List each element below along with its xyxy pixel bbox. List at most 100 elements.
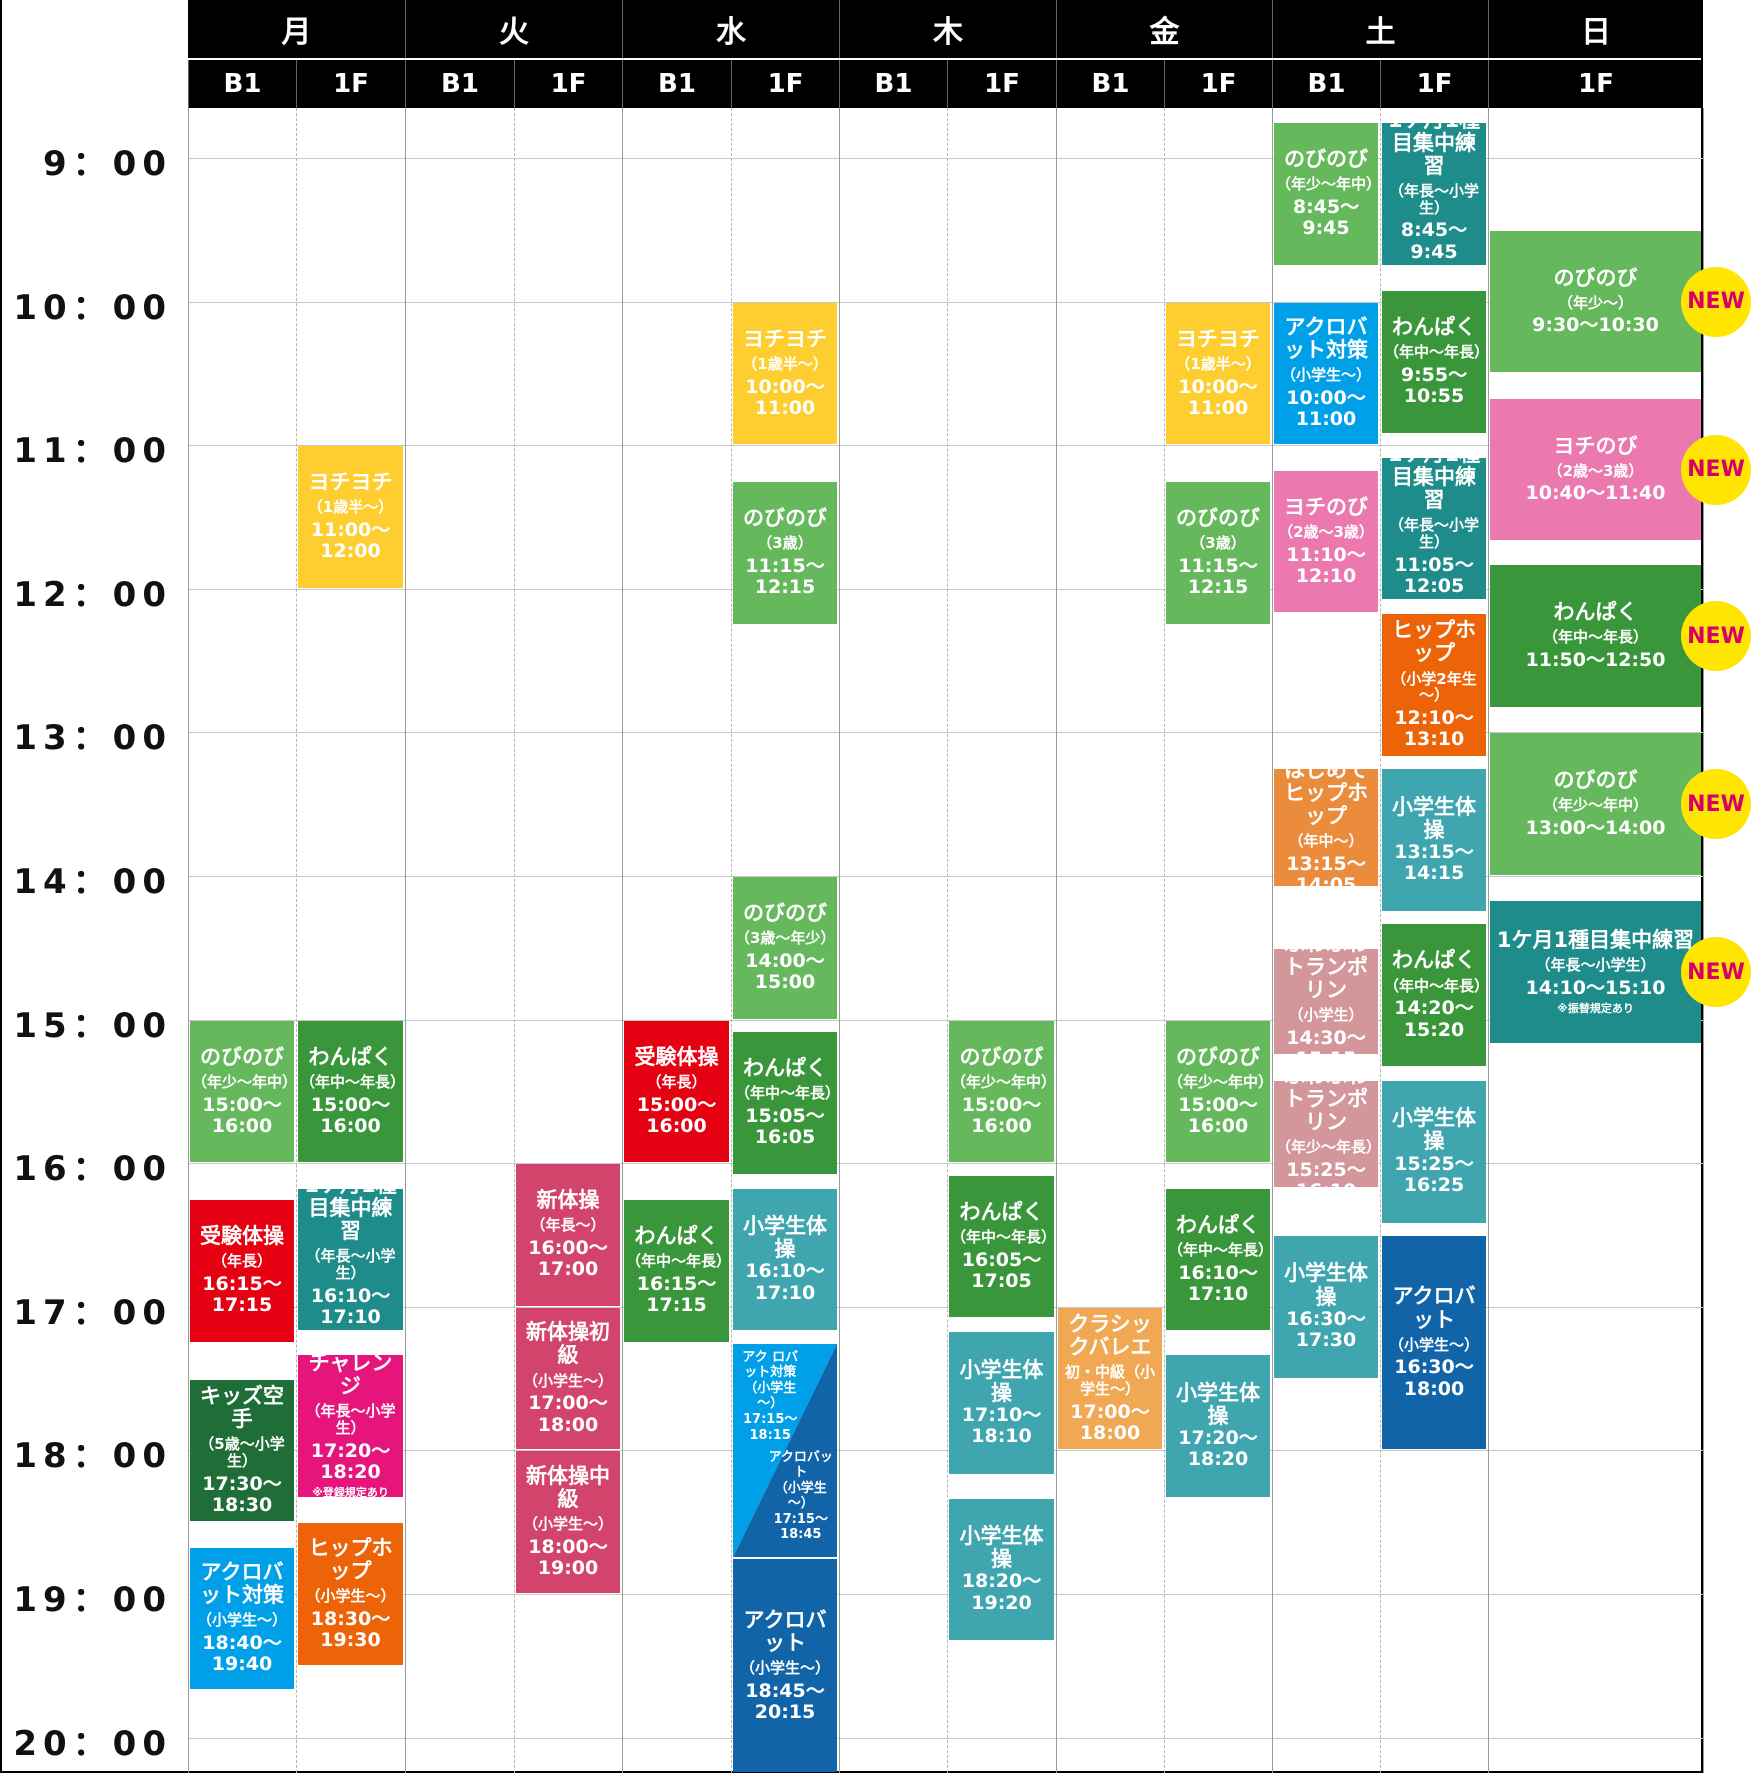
class-block[interactable]: 新体操初級 （小学生～） 17:00～18:00 [516,1307,620,1450]
class-block[interactable]: 小学生体操 16:30～17:30 [1274,1236,1378,1378]
class-title: ヨチヨチ [308,470,393,495]
class-title: 1ケ月1種目集中練習 [1496,927,1695,952]
class-title: のびのび [959,1044,1044,1069]
class-time: 12:10～13:10 [1394,707,1474,751]
class-age: （2歳～3歳） [1278,522,1374,541]
class-block[interactable]: ヨチのび （2歳～3歳） 11:10～12:10 [1274,470,1378,613]
class-title: クラシックバレエ [1068,1311,1152,1360]
time-label: 11：00 [13,431,172,472]
class-block[interactable]: はじめてヒップホップ （年中～） 13:15～14:05 [1274,769,1378,887]
class-block[interactable]: アクロバット対策 （小学生～） 18:40～19:40 [190,1547,294,1690]
class-block[interactable]: キッズ空手 （5歳～小学生） 17:30～18:30 [190,1379,294,1522]
column-divider [1488,108,1489,1773]
class-age: （年少～年中） [951,1072,1054,1091]
class-age: （3歳） [1190,534,1246,553]
class-title: 新体操 [536,1188,600,1213]
class-block[interactable]: ヨチヨチ （1歳半～） 10:00～11:00 [733,302,837,445]
class-title: わんぱく [743,1056,827,1081]
class-block[interactable]: わんぱく （年中～年長） 11:50～12:50 [1490,565,1701,707]
time-label: 15：00 [13,1005,172,1046]
class-block[interactable]: ふわふわトランポリン （小学生）14:30～15:15 [1274,948,1378,1055]
class-block[interactable]: ヒップホップ （小学生～） 18:30～19:30 [298,1523,403,1665]
class-block[interactable]: 小学生体操 13:15～14:15 [1382,769,1486,911]
day-header-1: 火 [405,0,622,58]
class-block[interactable]: わんぱく （年中～年長） 15:00～16:00 [298,1020,403,1163]
class-block[interactable]: ヨチヨチ （1歳半～） 10:00～11:00 [1166,302,1270,445]
time-label: 18：00 [13,1436,172,1477]
class-title: のびのび [1176,1044,1260,1069]
class-block[interactable]: クラシックバレエ 初・中級（小学生～） 17:00～18:00 [1058,1307,1162,1450]
split-top-text: アク ロバット対策 （小学生～） 17:15～18:15 [739,1350,801,1444]
class-age: （年中～年長） [735,1084,837,1103]
class-title: ふわふわトランポリン [1284,949,1368,1003]
class-time: 11:15～12:15 [1178,555,1258,599]
class-time: 18:40～19:40 [202,1632,282,1676]
class-block[interactable]: 新体操 （年長～） 16:00～17:00 [516,1164,620,1306]
class-age: （年中～年長） [1168,1240,1270,1259]
class-block[interactable]: のびのび （年少～年中） 15:00～16:00 [949,1020,1054,1163]
class-block[interactable]: 新体操中級 （小学生～） 18:00～19:00 [516,1451,620,1593]
class-age: （小学生～） [305,1586,396,1605]
class-title: ヨチのび [1284,494,1368,519]
floor-header-2-0: B1 [622,60,731,108]
class-block[interactable]: 小学生体操 16:10～17:10 [733,1188,837,1331]
class-title: 小学生体操 [1284,1261,1368,1309]
hour-line [188,1737,1703,1739]
class-age: （5歳～小学生） [199,1434,285,1470]
floor-divider [514,108,515,1773]
class-block[interactable]: 小学生体操 15:25～16:25 [1382,1080,1486,1223]
class-block[interactable]: 1ケ月1種目集中練習（年長～小学生）16:10～17:10※振替規定あり [298,1188,403,1331]
class-time: 11:50～12:50 [1525,648,1666,671]
class-block[interactable]: わんぱく （年中～年長） 16:05～17:05 [949,1175,1054,1318]
class-block[interactable]: 小学生体操 17:10～18:10 [949,1332,1054,1474]
class-block[interactable]: ヨチヨチ （1歳半～） 11:00～12:00 [298,446,403,588]
hour-line [188,588,1703,590]
class-age: （年長～小学生） [1388,181,1479,217]
class-time: 14:10～15:10 [1525,976,1666,999]
class-block[interactable]: 1ケ月1種目集中練習（年長～小学生）8:45～9:45※振替規定あり [1382,123,1486,265]
class-block[interactable]: のびのび （3歳） 11:15～12:15 [733,482,837,624]
hour-line [188,876,1703,877]
class-age: （年長～小学生） [1388,516,1479,552]
class-block[interactable]: のびのび （年少～年中） 15:00～16:00 [1166,1020,1270,1163]
class-time: 9:30～10:30 [1532,314,1659,337]
class-block[interactable]: ヒップホップ （小学2年生～） 12:10～13:10 [1382,614,1486,756]
class-block[interactable]: 小学生体操 18:20～19:20 [949,1498,1054,1641]
class-note: ※振替規定あり [1557,1002,1634,1016]
class-block[interactable]: わんぱく （年中～年長） 9:55～10:55 [1382,291,1486,433]
class-time: 17:15～18:15 [743,1412,798,1443]
class-block[interactable]: 受験体操 （年長） 16:15～17:15 [190,1200,294,1342]
class-block[interactable]: 1ケ月1種目集中練習（年長～小学生）11:05～12:05※振替規定あり [1382,457,1486,600]
class-time: 16:10～17:10 [745,1260,825,1304]
class-age: （年中～年長） [1384,976,1486,995]
class-time: 16:30～17:30 [1286,1307,1366,1351]
class-block[interactable]: わんぱく （年中～年長） 15:05～16:05 [733,1032,837,1174]
class-block[interactable]: わんぱく （年中～年長） 16:15～17:15 [624,1200,729,1342]
class-block[interactable]: 受験体操 （年長） 15:00～16:00 [624,1020,729,1163]
floor-divider [296,108,297,1773]
class-block[interactable]: わんぱく （年中～年長） 14:20～15:20 [1382,924,1486,1066]
class-block[interactable]: アクロバット （小学生～） 16:30～18:00 [1382,1236,1486,1450]
class-time: 10:00～11:00 [745,375,825,419]
class-block[interactable]: ヨチのび （2歳～3歳） 10:40～11:40 [1490,398,1701,541]
table-frame [0,0,1703,1773]
class-block[interactable]: ふわふわトランポリン （年少～年長） 15:25～16:10 [1274,1080,1378,1187]
class-block[interactable]: のびのび （3歳） 11:15～12:15 [1166,482,1270,624]
class-title: 受験体操 [200,1224,284,1249]
class-block[interactable]: 1ケ月1種目集中練習 （年長～小学生） 14:10～15:10 ※振替規定あり [1490,901,1701,1043]
class-block[interactable]: わんぱく （年中～年長） 16:10～17:10 [1166,1188,1270,1331]
class-time: 17:30～18:30 [202,1472,282,1516]
class-age: （年少～年中） [1168,1072,1270,1091]
split-class-block[interactable]: アク ロバット対策 （小学生～） 17:15～18:15 アクロバット （小学生～） 17… [733,1343,837,1558]
class-block[interactable]: のびのび （年少～年中） 8:45～9:45 [1274,123,1378,265]
class-block[interactable]: のびのび （年少～） 9:30～10:30 [1490,230,1701,373]
class-block[interactable]: のびのび （3歳～年少） 14:00～15:00 [733,877,837,1019]
class-block[interactable]: チャレンジ （年長～小学生） 17:20～18:20 ※登録規定あり [298,1355,403,1497]
class-title: わんぱく [959,1199,1044,1224]
class-block[interactable]: アクロバット （小学生～） 18:45～20:15 [733,1559,837,1773]
class-block[interactable]: のびのび （年少～年中） 15:00～16:00 [190,1020,294,1163]
class-block[interactable]: 小学生体操 17:20～18:20 [1166,1355,1270,1497]
class-block[interactable]: のびのび （年少～年中） 13:00～14:00 [1490,733,1701,875]
class-time: 15:00～16:00 [202,1093,282,1137]
class-block[interactable]: アクロバット対策 （小学生～） 10:00～11:00 [1274,302,1378,445]
